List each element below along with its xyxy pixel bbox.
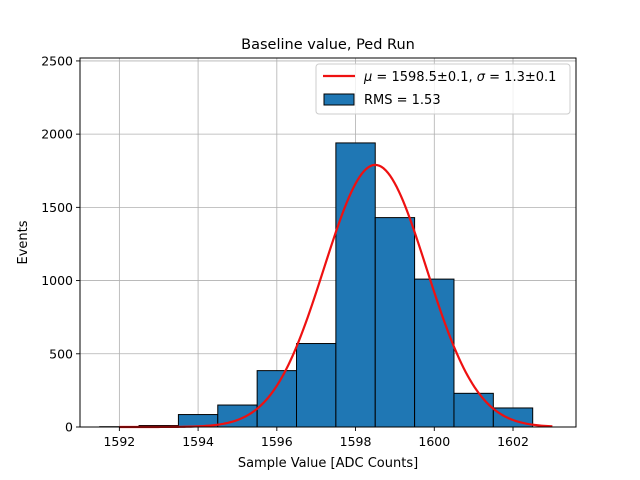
x-tick-label: 1594 xyxy=(182,434,214,449)
legend-fit-label: μ = 1598.5±0.1, σ = 1.3±0.1 xyxy=(363,70,556,85)
x-axis-label: Sample Value [ADC Counts] xyxy=(238,456,418,471)
legend-histogram-label: RMS = 1.53 xyxy=(364,93,441,108)
y-axis-ticks: 0 500 1000 1500 2000 2500 xyxy=(41,53,80,435)
y-axis-label: Events xyxy=(16,220,31,264)
x-tick-label: 1598 xyxy=(340,434,372,449)
x-axis-ticks: 1592 1594 1596 1598 1600 1602 xyxy=(103,427,529,449)
x-tick-label: 1600 xyxy=(418,434,450,449)
y-tick-label: 0 xyxy=(65,420,73,435)
y-tick-label: 500 xyxy=(49,346,73,361)
y-tick-label: 1000 xyxy=(41,273,73,288)
y-tick-label: 2500 xyxy=(41,53,73,68)
histogram-bars xyxy=(99,142,534,428)
histogram-bar xyxy=(256,370,298,428)
legend-box xyxy=(315,63,571,115)
x-tick-label: 1602 xyxy=(497,434,529,449)
x-tick-label: 1596 xyxy=(261,434,293,449)
x-tick-label: 1592 xyxy=(103,434,135,449)
y-tick-label: 2000 xyxy=(41,127,73,142)
y-tick-label: 1500 xyxy=(41,200,73,215)
histogram-bar xyxy=(374,217,416,428)
histogram-bar xyxy=(414,278,455,428)
legend: μ = 1598.5±0.1, σ = 1.3±0.1 RMS = 1.53 xyxy=(315,63,571,115)
legend-histogram-patch xyxy=(323,93,355,106)
histogram-bar xyxy=(296,343,337,428)
histogram-bar xyxy=(453,392,494,428)
grid-lines xyxy=(80,58,576,428)
chart-title: Baseline value, Ped Run xyxy=(241,37,415,53)
plot-frame xyxy=(79,57,577,428)
